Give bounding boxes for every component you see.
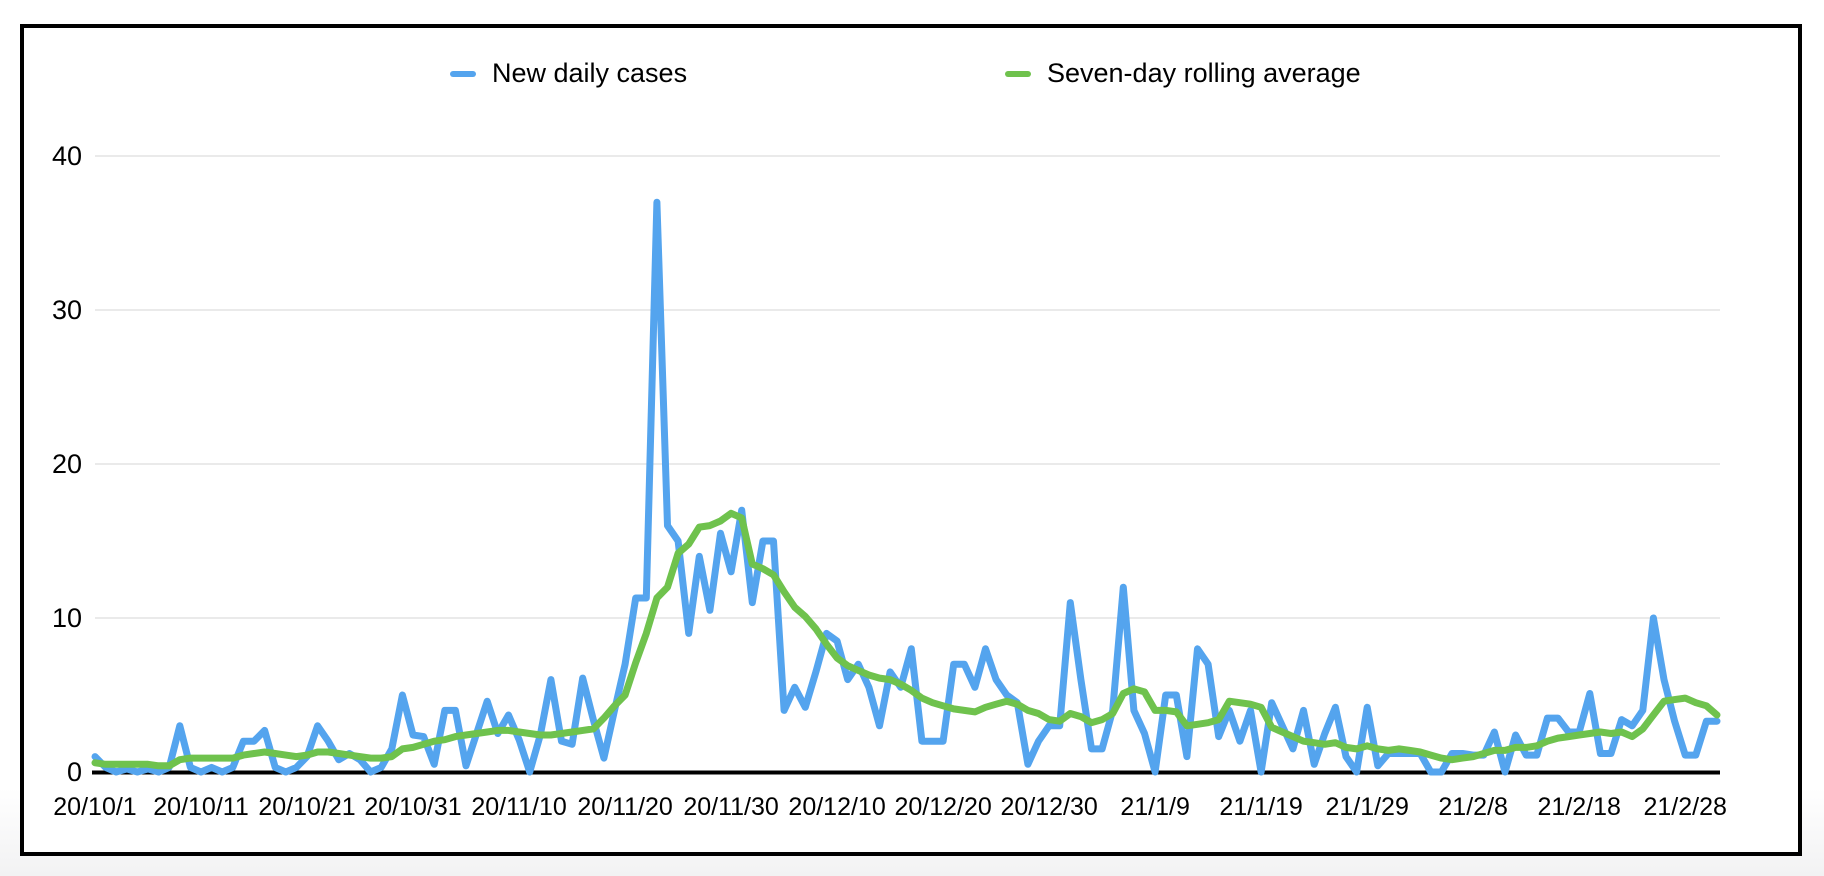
gridlines	[95, 155, 1720, 619]
x-tick-label: 21/1/29	[1325, 793, 1408, 821]
legend: New daily cases Seven-day rolling averag…	[0, 58, 1824, 92]
x-tick-label: 20/11/20	[577, 793, 672, 821]
legend-item-rolling-average: Seven-day rolling average	[1005, 58, 1361, 89]
x-tick-label: 21/2/8	[1438, 793, 1508, 821]
y-tick-label: 0	[67, 757, 82, 787]
x-tick-label: 20/12/20	[894, 793, 991, 821]
legend-label: New daily cases	[492, 58, 688, 88]
x-tick-label: 21/2/18	[1537, 793, 1620, 821]
new-daily-cases-line	[91, 198, 1721, 776]
x-tick-label: 20/10/11	[153, 793, 248, 821]
y-axis-labels: 0 10 20 30 40	[52, 141, 82, 787]
blue-line-swatch-icon	[450, 70, 476, 77]
seven-day-rolling-average-line	[91, 509, 1721, 770]
y-tick-label: 40	[52, 141, 82, 171]
x-tick-label: 20/10/31	[364, 793, 461, 821]
y-tick-label: 30	[52, 295, 82, 325]
x-tick-label: 20/11/10	[471, 793, 566, 821]
chart-border-frame	[20, 24, 1802, 856]
y-tick-label: 20	[52, 449, 82, 479]
x-tick-label: 20/10/21	[258, 793, 355, 821]
green-line-swatch-icon	[1005, 70, 1031, 77]
x-tick-label: 21/2/28	[1643, 793, 1726, 821]
y-tick-label: 10	[52, 603, 82, 633]
x-tick-label: 21/1/19	[1219, 793, 1302, 821]
x-tick-label: 20/11/30	[683, 793, 778, 821]
x-axis-labels: 20/10/1 20/10/11 20/10/21 20/10/31 20/11/10 2…	[53, 793, 1727, 821]
x-tick-label: 20/12/10	[788, 793, 885, 821]
legend-label: Seven-day rolling average	[1047, 58, 1361, 88]
legend-item-new-daily-cases: New daily cases	[450, 58, 687, 89]
x-tick-label: 20/12/30	[1000, 793, 1097, 821]
x-tick-label: 20/10/1	[53, 793, 136, 821]
x-tick-label: 21/1/9	[1120, 793, 1190, 821]
